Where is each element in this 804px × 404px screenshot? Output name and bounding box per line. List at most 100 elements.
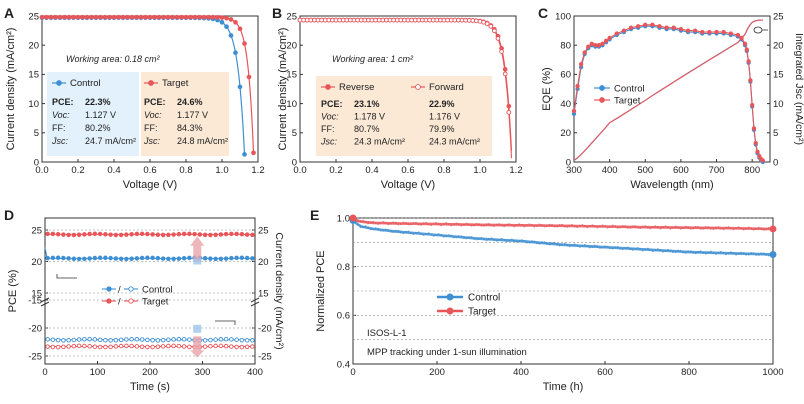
mpp-point xyxy=(520,224,523,227)
mpp-point xyxy=(515,240,518,243)
mpp-point xyxy=(566,244,569,247)
mpp-point xyxy=(419,223,423,226)
x-tick-label: 0.6 xyxy=(401,165,414,176)
y-right-tick-label: 20 xyxy=(773,41,784,52)
jv-point xyxy=(219,19,225,25)
mpp-point xyxy=(495,223,498,226)
mpp-point xyxy=(739,227,743,230)
panel-label-e: E xyxy=(310,207,319,223)
legend-marker xyxy=(415,84,421,90)
x-tick-label: 1.0 xyxy=(215,165,228,176)
mpp-point xyxy=(732,228,735,231)
y-tick-label: 15 xyxy=(28,70,39,81)
trace-point xyxy=(202,232,208,238)
mpp-point xyxy=(417,223,420,226)
mpp-point xyxy=(747,253,750,256)
legend-marker xyxy=(599,97,605,103)
mpp-point xyxy=(498,223,501,226)
jv-point xyxy=(143,14,148,20)
mpp-point xyxy=(548,243,551,246)
jv-point xyxy=(125,14,130,20)
axis-break xyxy=(40,297,50,303)
mpp-point xyxy=(694,225,697,229)
x-tick-label: 0.8 xyxy=(179,165,192,176)
trace-point xyxy=(192,231,197,237)
trace-point xyxy=(176,336,182,342)
mpp-point xyxy=(540,223,544,227)
mpp-point xyxy=(707,251,710,254)
x-tick-label: 200 xyxy=(142,367,158,378)
trace-point xyxy=(87,344,92,349)
mpp-point xyxy=(674,250,677,253)
y-tick-label: 100 xyxy=(555,11,571,22)
mpp-point xyxy=(717,226,720,229)
trace-point xyxy=(202,256,208,261)
y-tick-label: 0.8 xyxy=(337,262,350,273)
trace-point xyxy=(61,338,66,343)
trace-point xyxy=(166,337,171,343)
jv-point xyxy=(111,14,117,20)
trace-point xyxy=(160,232,166,238)
trace-point xyxy=(118,337,124,343)
mpp-point xyxy=(666,226,670,229)
mpp-point xyxy=(435,222,438,225)
trace-point xyxy=(103,232,108,237)
eqe-point xyxy=(735,32,741,38)
mpp-point xyxy=(475,222,478,226)
mpp-point xyxy=(752,252,755,255)
table-row-label: PCE: xyxy=(144,97,166,107)
trace-point xyxy=(50,255,56,261)
trace-point xyxy=(176,256,182,261)
mpp-point xyxy=(399,222,402,226)
eqe-point xyxy=(589,41,594,46)
mpp-point xyxy=(442,223,445,226)
mpp-point xyxy=(535,242,539,245)
mpp-point xyxy=(704,226,707,229)
eqe-point xyxy=(685,28,691,33)
mpp-point xyxy=(581,244,584,248)
trace-point xyxy=(160,337,166,343)
mpp-point xyxy=(505,240,508,243)
trace-point xyxy=(197,232,203,237)
mpp-point xyxy=(636,247,639,250)
x-tick-label: 1.2 xyxy=(509,165,522,176)
jv-point xyxy=(224,24,229,30)
trace-point xyxy=(61,344,66,350)
legend-marker xyxy=(446,293,454,301)
mpp-point xyxy=(530,224,534,227)
table-row-label: PCE: xyxy=(321,99,343,109)
eqe-point xyxy=(635,24,641,29)
mpp-point xyxy=(717,251,720,254)
mpp-point xyxy=(601,246,604,249)
trace-point xyxy=(118,232,124,238)
trace-point xyxy=(76,232,82,238)
trace-point xyxy=(239,337,245,343)
mpp-point xyxy=(583,225,586,228)
x-tick-label: 500 xyxy=(637,165,653,176)
mpp-point xyxy=(402,221,405,224)
x-tick-label: 0.0 xyxy=(35,165,48,176)
trace-point xyxy=(45,231,50,237)
trace-point xyxy=(139,231,145,237)
mpp-point xyxy=(644,248,647,251)
jv-point xyxy=(107,14,112,20)
mpp-point xyxy=(452,223,455,226)
eqe-point xyxy=(700,29,705,35)
mpp-point xyxy=(676,249,680,252)
x-tick-label: 200 xyxy=(429,367,445,378)
y-right-axis-title: Current density (mA/cm²) xyxy=(273,232,285,349)
trace-point xyxy=(55,344,61,350)
mpp-point xyxy=(432,222,435,225)
mpp-point xyxy=(634,247,637,250)
mpp-point xyxy=(684,225,687,228)
mpp-point xyxy=(591,224,594,227)
axis-break xyxy=(40,301,50,307)
jv-point xyxy=(138,14,144,20)
eqe-point xyxy=(643,22,648,27)
eqe-point xyxy=(621,28,627,33)
trace-point xyxy=(234,344,239,350)
jv-point xyxy=(197,14,202,20)
axis-break xyxy=(250,297,260,303)
eqe-point xyxy=(593,43,598,48)
trace-point xyxy=(239,344,245,350)
